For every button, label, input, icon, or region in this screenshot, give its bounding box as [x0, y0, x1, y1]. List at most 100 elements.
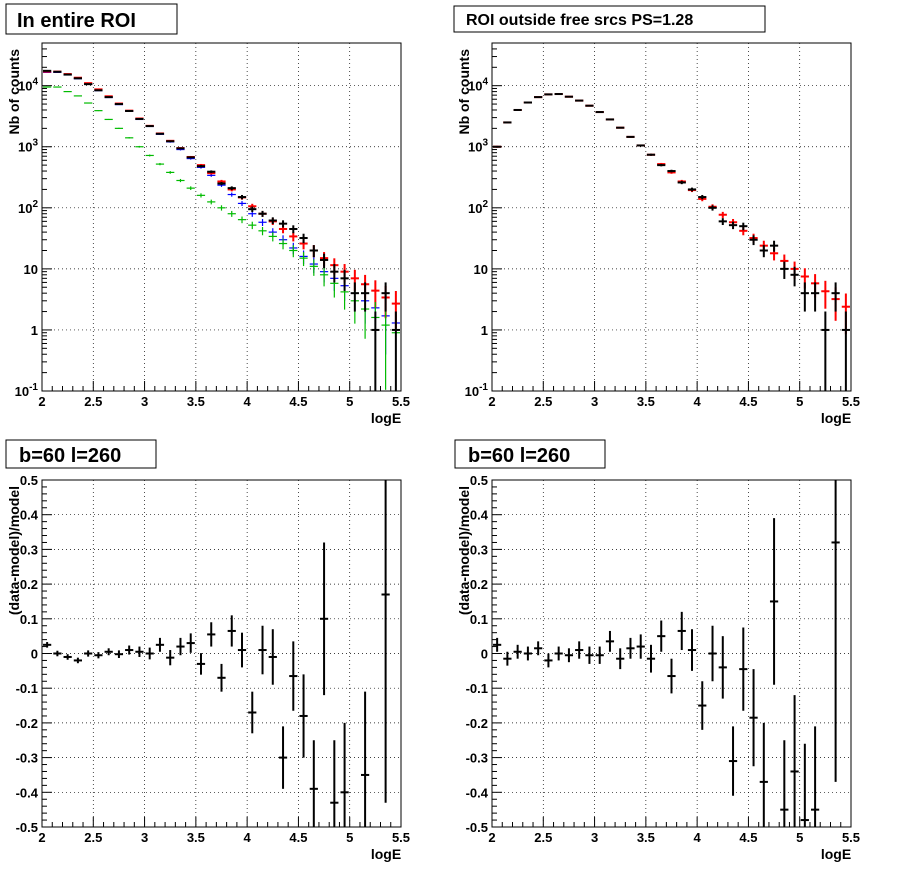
data-point: [708, 205, 717, 211]
series-1: [493, 480, 840, 827]
data-point: [196, 193, 206, 198]
data-point: [544, 653, 553, 668]
plot-frame: [491, 479, 852, 828]
data-point: [575, 641, 584, 659]
x-axis-label: logE: [821, 846, 851, 862]
y-tick-label: 10-1: [15, 382, 39, 399]
chart-title: b=60 l=260: [19, 445, 121, 467]
y-tick-label: 102: [468, 199, 488, 216]
data-point: [646, 153, 656, 156]
data-point: [104, 118, 113, 121]
data-point: [841, 311, 850, 391]
data-point: [523, 646, 533, 661]
data-point: [728, 726, 738, 796]
x-axis-label: logE: [371, 846, 401, 862]
x-tick-label: 2: [38, 394, 45, 409]
data-layer: [493, 480, 840, 827]
data-point: [268, 232, 277, 242]
data-layer: [43, 69, 400, 391]
data-point: [289, 641, 298, 711]
data-point: [831, 480, 840, 782]
y-tick-label: 0.5: [470, 473, 488, 488]
data-point: [104, 96, 113, 99]
data-point: [564, 95, 574, 98]
data-point: [248, 221, 257, 230]
data-point: [319, 542, 329, 696]
plot-frame: [491, 42, 852, 392]
y-axis-label: (data-model)/model: [6, 486, 22, 615]
data-point: [739, 222, 748, 231]
data-point: [268, 629, 277, 685]
data-point: [227, 186, 236, 191]
data-layer: [493, 93, 850, 391]
y-tick-label: -0.5: [16, 820, 38, 835]
data-point: [176, 637, 185, 656]
data-point: [718, 218, 727, 226]
y-tick-label: 102: [18, 199, 38, 216]
data-point: [493, 637, 502, 652]
data-point: [677, 611, 686, 651]
data-point: [227, 210, 236, 217]
x-tick-label: 4: [694, 830, 702, 845]
data-point: [605, 118, 615, 121]
data-point: [258, 218, 267, 226]
y-tick-label: -0.2: [16, 716, 38, 731]
data-point: [616, 648, 625, 670]
series-4: [43, 69, 400, 391]
data-point: [718, 211, 727, 218]
data-point: [258, 210, 267, 217]
data-point: [523, 101, 533, 104]
x-tick-label: 4: [694, 394, 702, 409]
data-point: [114, 650, 124, 659]
chart-title-box: [453, 5, 766, 33]
data-point: [176, 178, 185, 183]
data-point: [534, 641, 543, 656]
data-point: [237, 194, 247, 200]
data-point: [207, 622, 216, 647]
y-tick-label: 0: [31, 647, 38, 662]
x-tick-label: 3: [141, 830, 148, 845]
data-point: [780, 740, 789, 827]
data-point: [248, 206, 257, 213]
data-point: [667, 169, 676, 173]
x-tick-label: 5.5: [392, 394, 410, 409]
data-point: [513, 108, 522, 111]
data-point: [759, 722, 768, 827]
chart-title: b=60 l=260: [468, 445, 570, 467]
data-point: [360, 691, 370, 827]
data-point: [125, 645, 134, 655]
data-point: [196, 653, 206, 675]
data-point: [94, 652, 103, 659]
y-tick-label: 103: [18, 138, 38, 155]
data-point: [585, 104, 594, 107]
data-point: [43, 642, 52, 648]
chart-panel-3: 2 2.5 3 3.5 4 4.5 5 5.5 -0.5 -0.4 -0.3 -0.2 -0.1 0 0.1…: [6, 473, 410, 862]
data-point: [319, 266, 329, 287]
x-tick-label: 3: [141, 394, 148, 409]
x-tick-label: 3: [591, 394, 598, 409]
x-tick-label: 3.5: [637, 830, 655, 845]
y-tick-label: -0.5: [466, 820, 488, 835]
data-point: [503, 651, 512, 666]
data-point: [166, 650, 175, 666]
data-point: [73, 657, 83, 664]
y-tick-label: 1: [31, 323, 38, 338]
data-point: [299, 674, 308, 758]
x-tick-label: 3: [591, 830, 598, 845]
x-tick-label: 2.5: [534, 830, 552, 845]
data-point: [299, 233, 308, 244]
x-tick-label: 2.5: [84, 830, 102, 845]
data-point: [227, 615, 236, 647]
data-point: [125, 137, 134, 139]
data-point: [800, 743, 809, 827]
data-point: [698, 681, 707, 730]
y-tick-label: 0.3: [470, 542, 488, 557]
data-point: [616, 126, 625, 129]
data-point: [53, 86, 62, 88]
y-tick-label: 0.4: [470, 508, 489, 523]
data-point: [564, 648, 574, 663]
x-tick-label: 5: [346, 394, 353, 409]
x-tick-label: 3.5: [187, 394, 205, 409]
data-point: [759, 245, 768, 258]
